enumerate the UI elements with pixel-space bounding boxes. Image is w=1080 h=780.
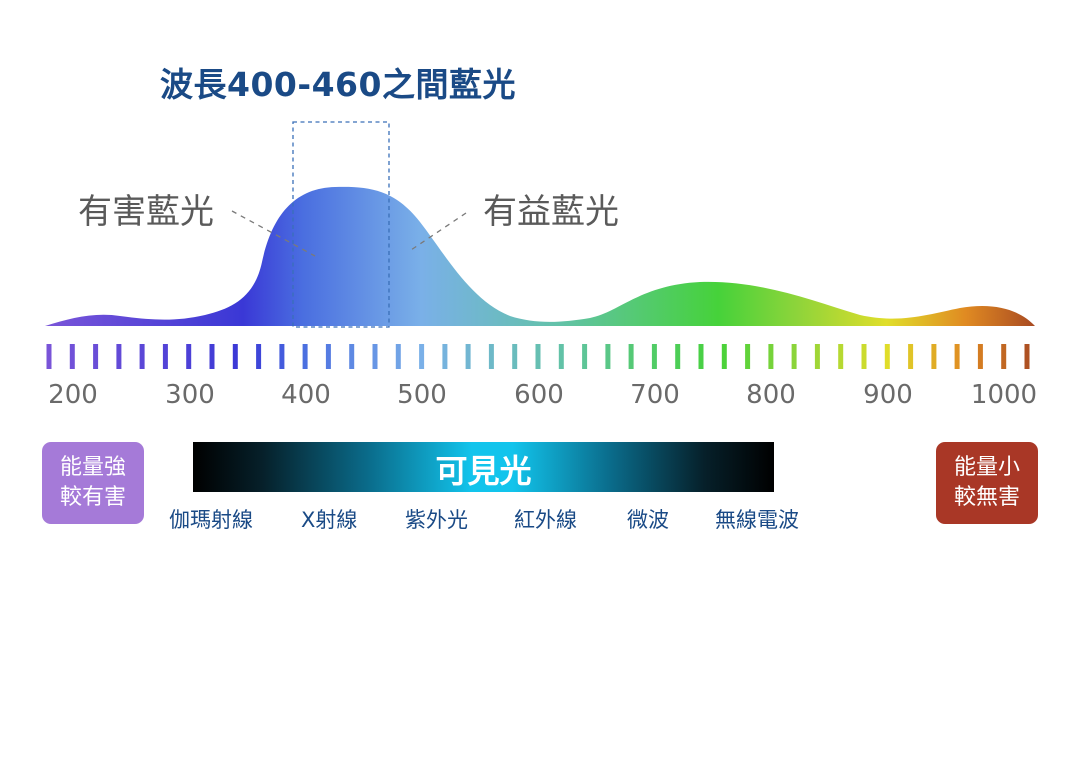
scale-tick xyxy=(1001,344,1007,369)
scale-tick xyxy=(651,344,657,369)
scale-tick xyxy=(69,344,75,369)
scale-tick xyxy=(116,344,122,369)
low-energy-box: 能量小 較無害 xyxy=(936,442,1038,524)
scale-tick xyxy=(186,344,192,369)
scale-tick xyxy=(465,344,471,369)
tick-label-200: 200 xyxy=(48,380,98,410)
tick-label-600: 600 xyxy=(514,380,564,410)
beneficial-pointer-line xyxy=(407,212,467,253)
scale-tick xyxy=(791,344,797,369)
tick-label-800: 800 xyxy=(746,380,796,410)
high-energy-line1: 能量強 xyxy=(59,455,126,480)
scale-tick xyxy=(442,344,448,369)
scale-tick xyxy=(395,344,401,369)
scale-tick xyxy=(931,344,937,369)
scale-tick xyxy=(954,344,960,369)
scale-tick xyxy=(139,344,145,369)
low-energy-line1: 能量小 xyxy=(953,455,1020,480)
scale-tick xyxy=(1024,344,1030,369)
high-energy-line2: 較有害 xyxy=(59,485,126,510)
scale-tick xyxy=(814,344,820,369)
scale-tick xyxy=(372,344,378,369)
scale-tick xyxy=(302,344,308,369)
scale-tick xyxy=(232,344,238,369)
scale-ticks xyxy=(46,344,1030,369)
scale-tick xyxy=(838,344,844,369)
tick-label-900: 900 xyxy=(863,380,913,410)
spectrum-item-uv: 紫外光 xyxy=(405,508,468,532)
scale-tick xyxy=(419,344,425,369)
high-energy-box: 能量強 較有害 xyxy=(42,442,144,524)
beneficial-blue-light-label: 有益藍光 xyxy=(483,192,619,232)
scale-tick xyxy=(745,344,751,369)
spectrum-item-infrared: 紅外線 xyxy=(514,508,577,532)
tick-label-500: 500 xyxy=(397,380,447,410)
energy-curve xyxy=(45,186,1035,326)
spectrum-item-gamma: 伽瑪射線 xyxy=(169,508,253,532)
scale-tick xyxy=(325,344,331,369)
scale-tick xyxy=(162,344,168,369)
blue-light-range-box xyxy=(292,121,390,328)
scale-tick xyxy=(768,344,774,369)
tick-label-1000: 1000 xyxy=(970,380,1038,410)
tick-label-400: 400 xyxy=(281,380,331,410)
scale-tick xyxy=(721,344,727,369)
scale-tick xyxy=(908,344,914,369)
scale-tick xyxy=(628,344,634,369)
scale-tick xyxy=(861,344,867,369)
spectrum-item-radio: 無線電波 xyxy=(715,508,799,532)
scale-tick xyxy=(884,344,890,369)
scale-tick xyxy=(488,344,494,369)
scale-tick xyxy=(605,344,611,369)
scale-tick xyxy=(349,344,355,369)
scale-tick xyxy=(209,344,215,369)
spectrum-item-microwave: 微波 xyxy=(627,508,669,532)
tick-label-700: 700 xyxy=(630,380,680,410)
scale-tick xyxy=(93,344,99,369)
scale-tick xyxy=(46,344,52,369)
visible-light-label: 可見光 xyxy=(435,452,532,490)
scale-tick xyxy=(698,344,704,369)
scale-tick xyxy=(558,344,564,369)
scale-tick xyxy=(675,344,681,369)
scale-tick xyxy=(582,344,588,369)
harmful-blue-light-label: 有害藍光 xyxy=(78,192,214,232)
scale-tick xyxy=(535,344,541,369)
diagram-title: 波長400-460之間藍光 xyxy=(160,65,516,104)
spectrum-item-xray: X射線 xyxy=(301,508,358,532)
scale-tick xyxy=(279,344,285,369)
low-energy-line2: 較無害 xyxy=(953,485,1020,510)
scale-tick xyxy=(256,344,262,369)
scale-tick xyxy=(977,344,983,369)
visible-light-band: 可見光 xyxy=(193,442,774,492)
tick-label-300: 300 xyxy=(165,380,215,410)
scale-tick xyxy=(512,344,518,369)
